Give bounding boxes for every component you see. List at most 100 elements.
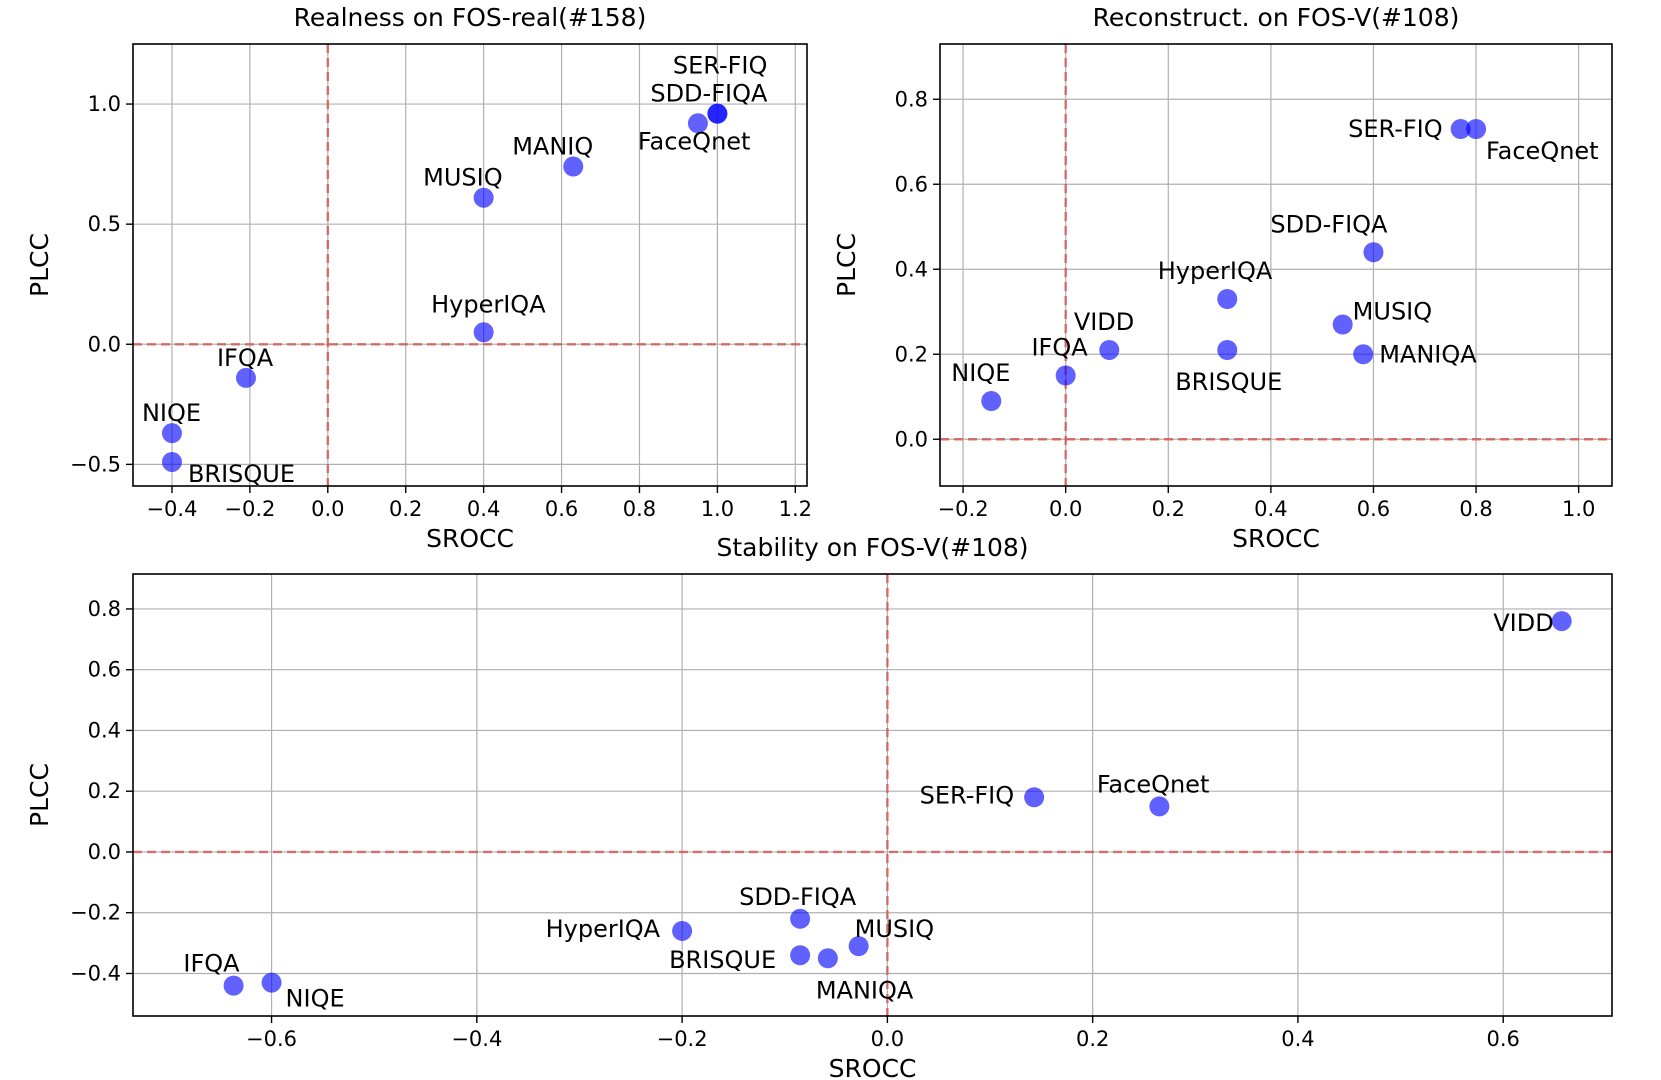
y-tick-label: 0.2 [895,342,928,366]
x-tick-label: 0.0 [871,1027,904,1051]
y-tick-label: −0.4 [70,961,121,985]
point-label-vidd: VIDD [1074,308,1134,336]
data-point-maniqa [817,948,838,969]
point-label-sdd-fiqa: SDD-FIQA [1270,210,1388,238]
x-tick-label: −0.2 [657,1027,708,1051]
data-point-ser-fiq [1024,787,1045,808]
chart-title: Stability on FOS-V(#108) [716,533,1028,562]
chart-title: Realness on FOS-real(#158) [294,3,647,32]
x-tick-label: 0.0 [1049,497,1082,521]
y-tick-label: 0.6 [88,658,121,682]
data-point-niqe [261,972,282,993]
x-tick-label: −0.2 [938,497,989,521]
point-label-vidd: VIDD [1493,609,1553,637]
point-label-faceqnet: FaceQnet [638,127,751,155]
x-tick-label: 0.0 [311,497,344,521]
data-point-sdd-fiqa [1363,242,1384,263]
data-point-niqe [161,423,182,444]
point-label-musiq: MUSIQ [855,915,934,943]
x-tick-label: −0.4 [146,497,197,521]
point-label-faceqnet: FaceQnet [1097,770,1210,798]
data-point-musiq [848,936,869,957]
x-tick-label: 1.0 [701,497,734,521]
x-tick-label: −0.6 [246,1027,297,1051]
data-point-hyperiqa [672,920,693,941]
y-tick-label: 0.5 [88,212,121,236]
data-point-maniqa [1353,344,1374,365]
point-label-hyperiqa: HyperIQA [546,915,661,943]
y-tick-label: 0.0 [895,427,928,451]
chart-reconstruct: −0.2 0.0 0.2 0.4 0.6 0.8 1.0 0.0 0.2 0.4 0.6 0.8 Rec… [832,3,1613,553]
data-point-faceqnet [1149,796,1170,817]
data-point-brisque [1217,340,1238,360]
data-point-ifqa [223,975,244,996]
data-point-vidd [1551,611,1572,632]
point-label-ifqa: IFQA [217,344,274,372]
data-point-faceqnet [687,113,708,134]
y-tick-label: 0.0 [88,332,121,356]
point-label-maniqa: MANIQA [1379,340,1477,368]
y-tick-label: 0.4 [895,257,928,281]
y-tick-label: 0.2 [88,779,121,803]
point-label-ifqa: IFQA [183,950,240,978]
data-point-niqe [981,391,1002,411]
y-axis-label: PLCC [25,763,54,827]
chart-realness: −0.4 −0.2 0.0 0.2 0.4 0.6 0.8 1.0 1.2 −0.5 0.0 0.5 1… [25,3,812,553]
data-point-brisque [161,451,182,472]
point-label-ser-fiq: SER-FIQ [1348,115,1443,143]
x-tick-label: −0.2 [224,497,275,521]
x-tick-label: 0.2 [1152,497,1185,521]
data-point-faceqnet [1466,119,1487,139]
x-tick-label: 1.2 [779,497,812,521]
point-label-brisque: BRISQUE [188,460,295,488]
x-tick-label: 0.2 [389,497,422,521]
data-point-maniq [563,156,584,177]
point-label-niqe: NIQE [142,399,201,427]
data-point-ifqa [235,367,256,388]
x-tick-label: 0.2 [1076,1027,1109,1051]
x-tick-label: 0.6 [1357,497,1390,521]
data-point-vidd [1099,340,1120,360]
chart-stability: −0.6 −0.4 −0.2 0.0 0.2 0.4 0.6 −0.4 −0.2 0.0 0.2 0.… [25,533,1613,1080]
point-label-musiq: MUSIQ [1353,298,1432,326]
x-tick-label: 1.0 [1562,497,1595,521]
y-axis-label: PLCC [832,233,861,297]
axes-frame [939,43,1613,487]
y-tick-label: 0.0 [88,840,121,864]
x-axis-label: SROCC [426,524,514,553]
point-label-maniqa: MANIQA [816,976,914,1004]
point-label-musiq: MUSIQ [423,164,502,192]
point-label-maniq: MANIQ [512,133,593,161]
y-tick-label: 0.8 [895,87,928,111]
data-point-musiq [1332,314,1353,335]
x-axis-label: SROCC [829,1054,917,1080]
point-label-hyperiqa: HyperIQA [431,290,546,318]
x-tick-label: 0.8 [1459,497,1492,521]
point-label-ser-fiq: SER-FIQ [673,52,768,80]
y-tick-label: 0.6 [895,172,928,196]
axes-frame [132,43,808,487]
data-point-ifqa [1055,365,1076,386]
y-tick-label: −0.5 [70,452,121,476]
point-label-niqe: NIQE [951,359,1010,387]
data-point-ser-fiq [1450,119,1471,139]
x-tick-label: −0.4 [451,1027,502,1051]
data-point-musiq [473,187,494,208]
x-tick-label: 0.8 [623,497,656,521]
y-tick-label: −0.2 [70,901,121,925]
x-tick-label: 0.4 [1254,497,1287,521]
axes-frame [132,573,1613,1017]
point-label-ser-fiq: SER-FIQ [920,781,1015,809]
data-point-brisque [790,945,811,966]
data-point-sdd-fiqa [707,103,728,124]
point-label-hyperiqa: HyperIQA [1158,257,1273,285]
point-label-sdd-fiqa: SDD-FIQA [650,80,768,108]
x-tick-label: 0.4 [467,497,500,521]
x-tick-label: 0.6 [1487,1027,1520,1051]
y-axis-label: PLCC [25,233,54,297]
data-point-sdd-fiqa [790,908,811,929]
y-tick-label: 0.8 [88,597,121,621]
x-axis-label: SROCC [1232,524,1320,553]
point-label-brisque: BRISQUE [1175,368,1282,396]
